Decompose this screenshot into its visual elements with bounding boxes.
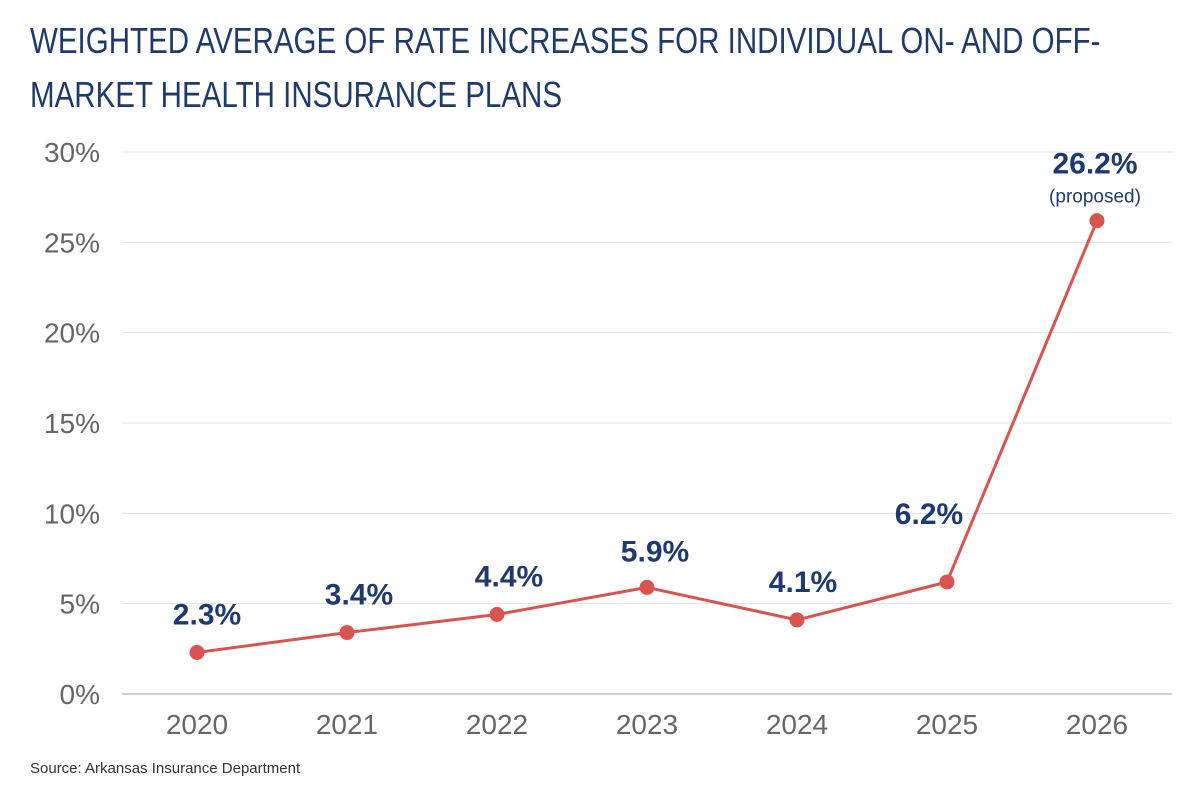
annotation-label: (proposed) [1049, 187, 1141, 208]
data-label: 4.1% [769, 566, 837, 599]
line-chart: 0% 5% 10% 15% 20% 25% 30% 2020 2021 2022 2023 2024… [44, 137, 1172, 740]
y-tick-label: 10% [44, 498, 100, 529]
data-label: 5.9% [621, 535, 689, 568]
data-point [339, 625, 355, 641]
data-point [189, 644, 205, 660]
data-label: 2.3% [173, 598, 241, 631]
data-label: 3.4% [325, 579, 393, 612]
x-tick-label: 2022 [466, 709, 528, 740]
y-tick-label: 30% [44, 137, 100, 168]
y-tick-label: 20% [44, 318, 100, 349]
x-axis-tick-labels: 2020 2021 2022 2023 2024 2025 2026 [166, 709, 1128, 740]
data-point [789, 612, 805, 628]
x-tick-label: 2026 [1066, 709, 1128, 740]
data-point [1089, 213, 1105, 229]
data-point [639, 579, 655, 595]
x-tick-label: 2020 [166, 709, 228, 740]
y-tick-label: 0% [60, 679, 100, 710]
x-tick-label: 2023 [616, 709, 678, 740]
gridlines [122, 151, 1172, 695]
data-label: 6.2% [895, 498, 963, 531]
x-tick-label: 2025 [916, 709, 978, 740]
chart-title: WEIGHTED AVERAGE OF RATE INCREASES FOR I… [30, 20, 1101, 115]
x-tick-label: 2024 [766, 709, 828, 740]
data-point [939, 574, 955, 590]
source-note: Source: Arkansas Insurance Department [30, 760, 301, 777]
data-labels: 2.3% 3.4% 4.4% 5.9% 4.1% 6.2% 26.2% (proposed) [173, 148, 1141, 632]
y-axis-tick-labels: 0% 5% 10% 15% 20% 25% 30% [44, 137, 100, 710]
y-tick-label: 15% [44, 408, 100, 439]
data-label: 4.4% [475, 561, 543, 594]
data-label: 26.2% [1052, 148, 1137, 181]
y-tick-label: 5% [60, 589, 100, 620]
y-tick-label: 25% [44, 227, 100, 258]
data-point [489, 607, 505, 623]
series-points [189, 213, 1105, 660]
x-tick-label: 2021 [316, 709, 378, 740]
